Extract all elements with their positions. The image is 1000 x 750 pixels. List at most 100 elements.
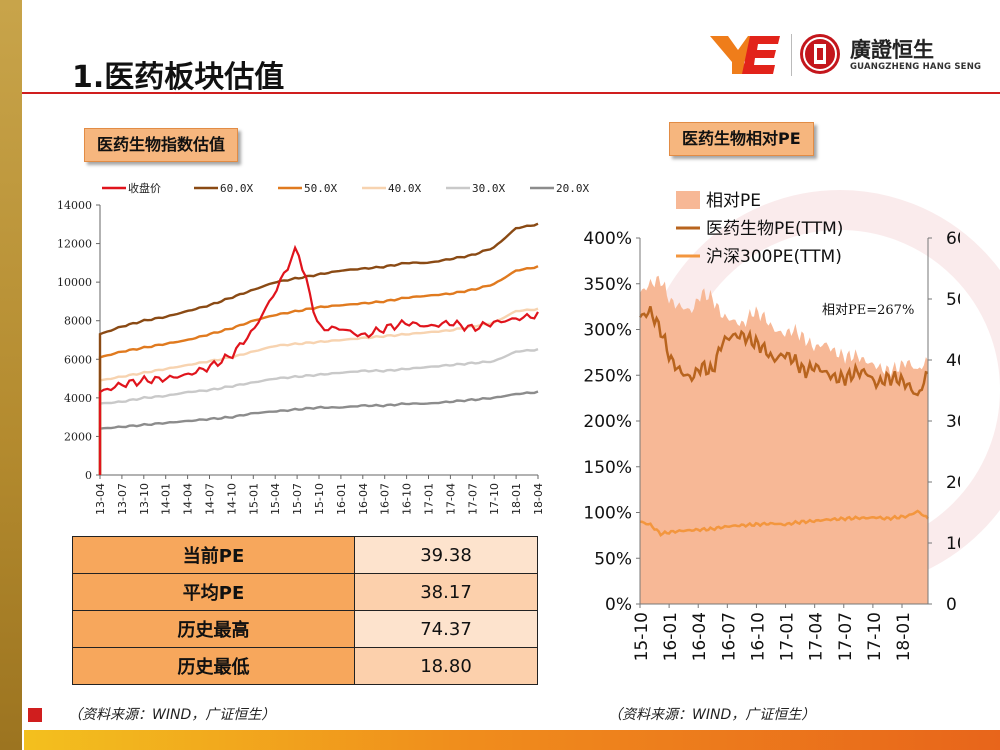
chart1-x-tick-label: 16-01 xyxy=(335,483,348,515)
chart1-legend: 收盘价 60.0X 50.0X 40.0X 30.0X 20.0X xyxy=(102,181,589,195)
chart2-series-line-pharma-pe xyxy=(638,306,929,397)
bottom-accent-bar xyxy=(24,730,1000,750)
right-chart-tag: 医药生物相对PE xyxy=(669,122,814,156)
chart2-relative-pe-area xyxy=(640,275,928,604)
chart1-series xyxy=(98,222,539,475)
page-title: 1.医药板块估值 xyxy=(72,60,285,95)
chart1-y-tick-label: 10000 xyxy=(57,276,92,289)
chart2-legend-label: 医药生物PE(TTM) xyxy=(706,219,843,239)
chart2-right-tick-label: 50 xyxy=(946,290,960,310)
chart2-right-tick-label: 60 xyxy=(946,229,960,249)
chart1-y-tick-label: 8000 xyxy=(64,315,92,328)
chart2-legend-swatch xyxy=(676,191,700,209)
chart2-area xyxy=(640,275,928,604)
chart2-x-tick-label: 16-01 xyxy=(661,612,681,661)
left-source-note: （资料来源：WIND，广证恒生） xyxy=(68,707,276,723)
chart1-y-tick-label: 0 xyxy=(85,469,92,482)
chart1-legend-label: 50.0X xyxy=(304,182,337,195)
chart1-x-tick-label: 16-07 xyxy=(379,483,392,515)
right-source-note: （资料来源：WIND，广证恒生） xyxy=(608,707,816,723)
chart1-x-tick-label: 17-01 xyxy=(423,483,436,515)
chart2-right-tick-label: 30 xyxy=(946,412,960,432)
chart1-x-tick-label: 14-04 xyxy=(182,483,195,515)
chart2-left-tick-label: 200% xyxy=(583,412,632,432)
chart2-right-tick-label: 40 xyxy=(946,351,960,371)
chart1-x-tick-label: 17-04 xyxy=(444,483,457,515)
chart2-right-tick-label: 20 xyxy=(946,473,960,493)
chart1-x-tick-label: 15-04 xyxy=(269,483,282,515)
chart1-x-tick-label: 16-04 xyxy=(357,483,370,515)
chart1-y-tick-label: 12000 xyxy=(57,238,92,251)
chart1-legend-label: 20.0X xyxy=(556,182,589,195)
chart2-x-tick-label: 17-04 xyxy=(807,612,827,661)
chart2-x-tick-label: 17-07 xyxy=(836,612,856,661)
chart1-y-tick-label: 4000 xyxy=(64,392,92,405)
chart2-x-tick-label: 17-10 xyxy=(865,612,885,661)
title-divider xyxy=(22,92,1000,94)
chart1-legend-label: 收盘价 xyxy=(128,181,161,195)
chart1-legend-label: 30.0X xyxy=(472,182,505,195)
chart2-legend-label: 沪深300PE(TTM) xyxy=(706,247,842,267)
left-chart-tag: 医药生物指数估值 xyxy=(84,128,239,162)
chart1-legend-label: 40.0X xyxy=(388,182,421,195)
stats-value: 38.17 xyxy=(354,573,538,611)
stats-row-current: 当前PE 39.38 xyxy=(72,536,538,574)
chart2-left-tick-label: 0% xyxy=(605,595,632,615)
chart1-x-tick-label: 14-07 xyxy=(204,483,217,515)
chart1-y-tick-label: 2000 xyxy=(64,430,92,443)
chart1-y-tick-label: 6000 xyxy=(64,353,92,366)
chart1-axes: 0 2000 4000 6000 8000 10000 12000 14000 13-04 13-… xyxy=(57,199,545,515)
chart2-left-tick-label: 50% xyxy=(594,549,632,569)
chart2-x-tick-label: 16-10 xyxy=(748,612,768,661)
chart1-y-tick-label: 14000 xyxy=(57,199,92,212)
chart1-x-tick-label: 18-01 xyxy=(510,483,523,515)
chart2-x-tick-label: 15-10 xyxy=(632,612,652,661)
chart1-series-line-40.0X xyxy=(98,307,539,475)
chart1-series-line-50.0X xyxy=(98,265,539,475)
chart1-x-tick-label: 17-10 xyxy=(488,483,501,515)
stats-value: 18.80 xyxy=(354,647,538,685)
chart1-series-line-30.0X xyxy=(98,347,539,475)
chart1-x-tick-label: 13-10 xyxy=(138,483,151,515)
logo-chinese-name: 廣證恒生 xyxy=(850,37,934,62)
chart2-legend-label: 相对PE xyxy=(706,191,761,211)
pe-stats-table: 当前PE 39.38 平均PE 38.17 历史最高 74.37 历史最低 18.80 xyxy=(72,536,538,685)
chart1-series-line-close xyxy=(98,244,539,475)
chart1-x-tick-label: 18-04 xyxy=(532,483,545,515)
stats-value: 74.37 xyxy=(354,610,538,648)
stats-label: 平均PE xyxy=(72,573,355,611)
chart2-left-tick-label: 300% xyxy=(583,321,632,341)
chart1-x-tick-label: 13-04 xyxy=(94,483,107,515)
chart1-x-tick-label: 15-01 xyxy=(247,483,260,515)
chart1-x-tick-label: 14-01 xyxy=(160,483,173,515)
relative-pe-annotation: 相对PE=267% xyxy=(822,303,914,318)
chart1-legend-label: 60.0X xyxy=(220,182,253,195)
chart1-x-tick-label: 17-07 xyxy=(466,483,479,515)
chart2-right-tick-label: 10 xyxy=(946,534,960,554)
left-accent-bar xyxy=(0,0,22,750)
seal-icon xyxy=(800,34,840,74)
chart2-left-tick-label: 100% xyxy=(583,504,632,524)
stats-label: 当前PE xyxy=(72,536,355,574)
company-logo: 廣證恒生 GUANGZHENG HANG SENG xyxy=(708,30,981,82)
stats-value: 39.38 xyxy=(354,536,538,574)
chart1-x-tick-label: 13-07 xyxy=(116,483,129,515)
stats-row-average: 平均PE 38.17 xyxy=(72,573,538,611)
chart2-right-tick-label: 0 xyxy=(946,595,957,615)
stats-row-high: 历史最高 74.37 xyxy=(72,610,538,648)
relative-pe-chart: 0% 50% 100% 150% 200% 250% 300% 350% 400% 0 10 20 30… xyxy=(583,191,960,661)
chart1-x-tick-label: 15-10 xyxy=(313,483,326,515)
logo-separator xyxy=(791,34,792,76)
chart2-left-tick-label: 150% xyxy=(583,458,632,478)
bullet-square-icon xyxy=(28,708,42,722)
chart2-x-tick-label: 17-01 xyxy=(778,612,798,661)
chart2-x-tick-label: 16-04 xyxy=(690,612,710,661)
chart2-axes: 0% 50% 100% 150% 200% 250% 300% 350% 400% 0 10 20 30… xyxy=(583,229,960,661)
logo-english-name: GUANGZHENG HANG SENG xyxy=(850,62,982,72)
chart1-x-tick-label: 16-10 xyxy=(401,483,414,515)
chart2-left-tick-label: 250% xyxy=(583,366,632,386)
chart2-series xyxy=(638,306,929,538)
stats-label: 历史最低 xyxy=(72,647,355,685)
stats-label: 历史最高 xyxy=(72,610,355,648)
chart1-x-tick-label: 15-07 xyxy=(291,483,304,515)
